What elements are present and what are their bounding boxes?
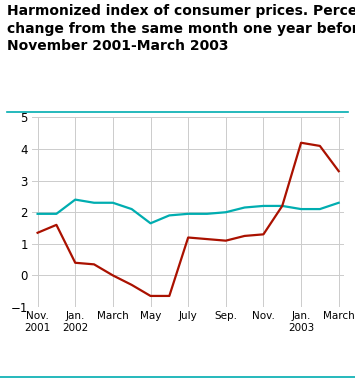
Line: EEA: EEA	[38, 200, 339, 223]
Norway	[36, 230, 40, 235]
EEA	[205, 211, 209, 216]
Norway	[186, 235, 190, 240]
EEA	[224, 210, 228, 215]
EEA	[318, 207, 322, 211]
EEA	[337, 200, 341, 205]
Norway	[148, 294, 153, 298]
EEA	[54, 211, 59, 216]
Norway	[130, 283, 134, 287]
EEA	[167, 213, 171, 218]
Norway	[167, 294, 171, 298]
EEA	[280, 204, 284, 208]
Norway	[73, 260, 77, 265]
Norway	[261, 232, 266, 236]
EEA	[261, 204, 266, 208]
Text: Harmonized index of consumer prices. Percentage
change from the same month one y: Harmonized index of consumer prices. Per…	[7, 4, 355, 53]
Norway	[54, 222, 59, 227]
EEA	[299, 207, 303, 211]
EEA	[73, 197, 77, 202]
Line: Norway: Norway	[38, 143, 339, 296]
EEA	[186, 211, 190, 216]
EEA	[36, 211, 40, 216]
EEA	[111, 200, 115, 205]
EEA	[130, 207, 134, 211]
Norway	[242, 233, 247, 238]
EEA	[148, 221, 153, 226]
Norway	[280, 204, 284, 208]
Norway	[224, 238, 228, 243]
EEA	[92, 200, 96, 205]
Norway	[92, 262, 96, 267]
Norway	[299, 141, 303, 145]
Norway	[205, 237, 209, 241]
EEA	[242, 205, 247, 210]
Norway	[337, 169, 341, 174]
Norway	[111, 273, 115, 278]
Norway	[318, 144, 322, 148]
